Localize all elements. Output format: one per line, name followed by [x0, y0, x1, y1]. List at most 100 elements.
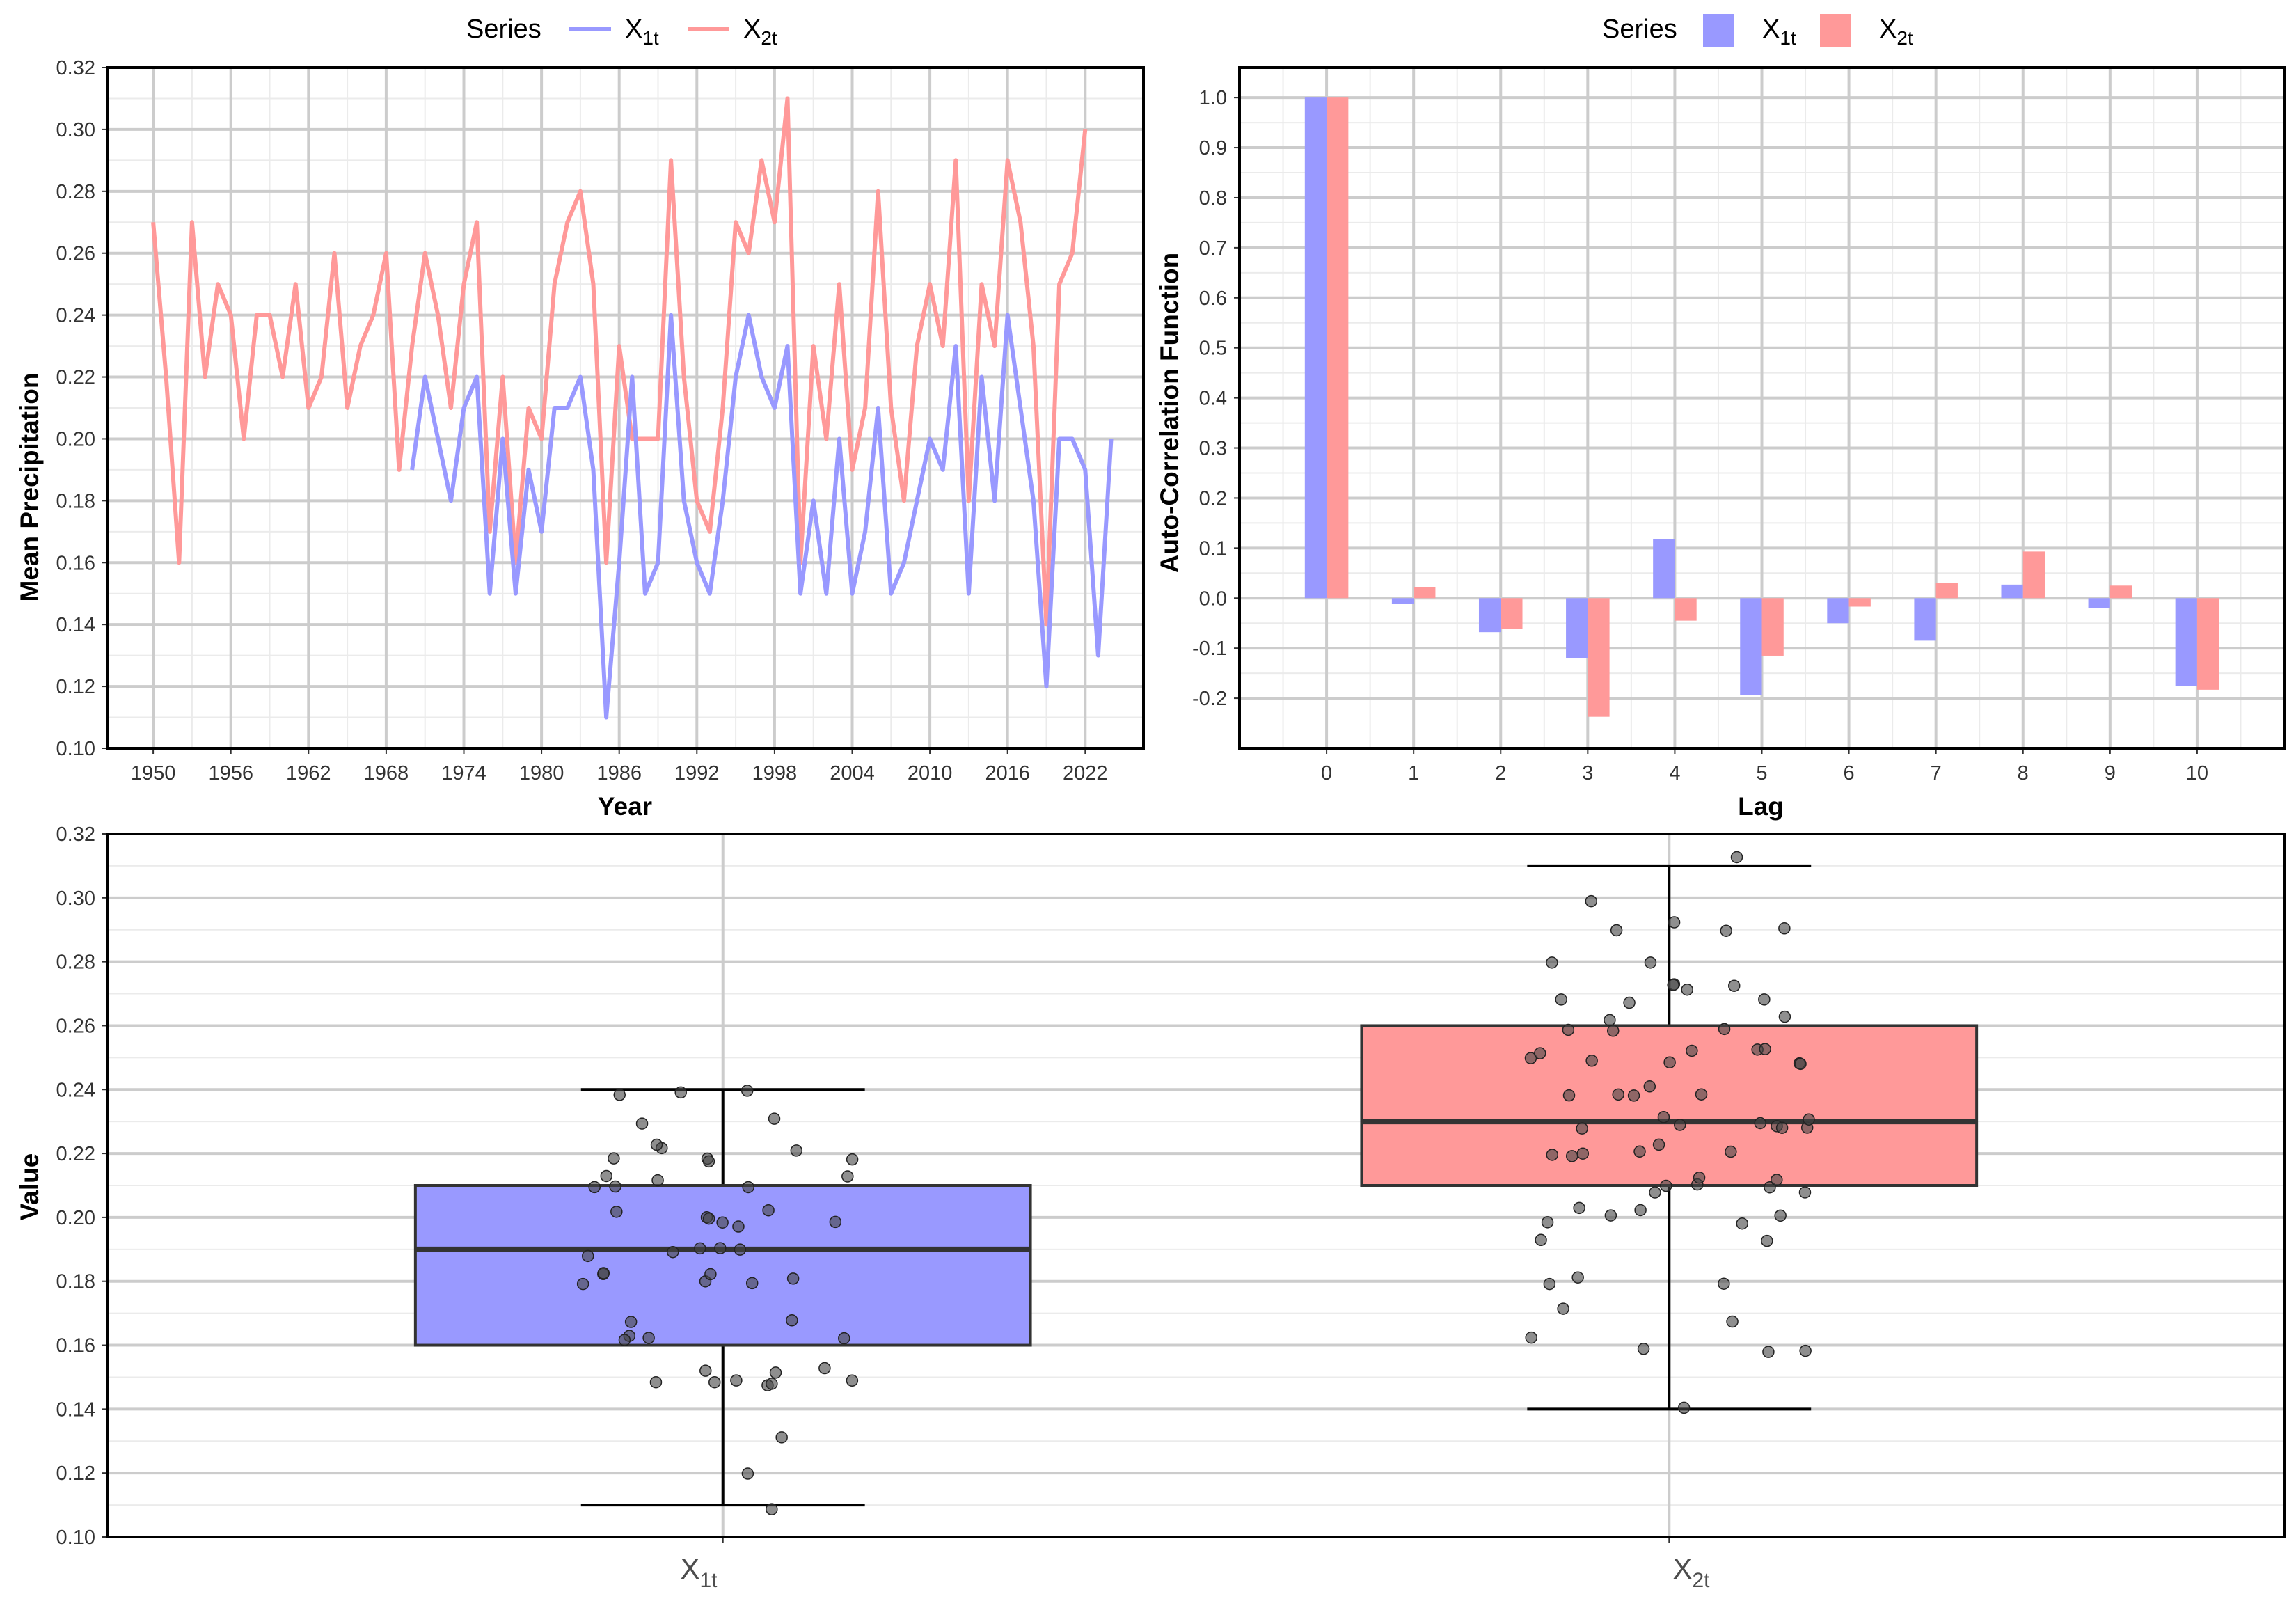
y-tick-label: 0.28 — [56, 181, 95, 203]
observation-point — [1663, 1056, 1676, 1068]
y-tick-label: 0.2 — [1199, 487, 1227, 510]
y-tick-label: 0.6 — [1199, 287, 1227, 310]
y-tick-label: 0.32 — [56, 57, 95, 79]
observation-point — [576, 1277, 589, 1291]
observation-point — [1720, 924, 1732, 937]
observation-point — [667, 1245, 679, 1259]
observation-point — [786, 1314, 798, 1327]
y-tick-label: 0.24 — [56, 1079, 95, 1101]
x-tick-label: 1962 — [286, 762, 331, 784]
observation-point — [610, 1206, 623, 1218]
observation-point — [1637, 1343, 1650, 1355]
y-tick-label: 0.12 — [56, 676, 95, 698]
observation-point — [1726, 1315, 1739, 1328]
x-tick-label: 1974 — [441, 762, 486, 784]
legend-title: Series — [1602, 15, 1677, 44]
y-axis-title-boxplot: Value — [15, 1153, 44, 1221]
x-tick-label: 6 — [1844, 762, 1855, 784]
observation-point — [1693, 1171, 1706, 1184]
y-tick-label: 0.0 — [1199, 587, 1227, 610]
y-tick-label: 0.8 — [1199, 187, 1227, 210]
x-tick-label: 3 — [1582, 762, 1593, 784]
legend-label-x2: X2t — [743, 15, 777, 49]
x-tick-label: 1998 — [752, 762, 798, 784]
observation-point — [1799, 1344, 1812, 1357]
acf-bar-x2t — [2109, 585, 2132, 599]
acf-bar-x1t — [1914, 598, 1936, 641]
observation-point — [786, 1272, 800, 1285]
observation-point — [702, 1155, 715, 1168]
y-tick-label: 0.30 — [56, 888, 95, 910]
category-label-x2: X2t — [1672, 1552, 1710, 1592]
y-tick-label: 0.14 — [56, 614, 95, 636]
plot-frame — [106, 833, 2286, 1538]
observation-point — [708, 1375, 721, 1389]
observation-point — [613, 1089, 626, 1101]
legend-label-x1: X1t — [625, 15, 659, 49]
observation-point — [1736, 1217, 1748, 1230]
acf-bar-x1t — [2088, 598, 2110, 608]
x-tick-label: 2004 — [830, 762, 875, 784]
x-tick-label: 0 — [1321, 762, 1332, 784]
observation-point — [1758, 993, 1771, 1006]
observation-point — [699, 1364, 712, 1377]
legend-title: Series — [466, 15, 541, 44]
plot-frame — [106, 66, 1145, 750]
x-tick-label: 10 — [2186, 762, 2208, 784]
observation-point — [674, 1086, 687, 1099]
x-tick-label: 1968 — [364, 762, 409, 784]
y-tick-label: 0.10 — [56, 1527, 95, 1549]
observation-point — [600, 1169, 613, 1183]
y-tick-label: 0.22 — [56, 1143, 95, 1165]
observation-point — [1657, 1111, 1670, 1123]
acf-bar-x2t — [1848, 598, 1871, 607]
acf-bar-x1t — [1566, 598, 1588, 658]
acf-bar-x2t — [1414, 587, 1436, 599]
y-tick-label: 0.16 — [56, 1335, 95, 1357]
observation-point — [642, 1332, 655, 1344]
y-tick-label: 0.3 — [1199, 438, 1227, 460]
observation-point — [1565, 1150, 1578, 1162]
observation-point — [651, 1174, 664, 1187]
y-tick-label: 0.14 — [56, 1398, 95, 1421]
x-axis-title-timeseries: Year — [598, 792, 652, 821]
acf-bar-x1t — [1827, 598, 1849, 624]
observation-point — [608, 1152, 620, 1165]
legend-key-x2-box — [1820, 14, 1851, 47]
observation-point — [1576, 1122, 1588, 1135]
observation-point — [609, 1180, 621, 1193]
timeseries-panel: 0.10 0.12 0.14 0.16 0.18 0.20 0.22 0.24 0.26 0.28… — [56, 57, 1145, 784]
series-line-x2t — [151, 96, 1088, 627]
observation-point — [1535, 1233, 1547, 1247]
y-tick-label: 0.10 — [56, 738, 95, 760]
observation-point — [1771, 1174, 1783, 1186]
observation-point — [1644, 956, 1657, 969]
observation-point — [1546, 956, 1558, 969]
acf-bar-x1t — [1653, 539, 1675, 599]
observation-point — [1730, 851, 1743, 864]
acf-bar-x2t — [1588, 598, 1610, 717]
y-tick-label: -0.1 — [1192, 638, 1227, 660]
observation-point — [1695, 1088, 1708, 1101]
acf-bar-x1t — [2001, 584, 2023, 599]
x-tick-label: 2010 — [908, 762, 953, 784]
observation-point — [838, 1332, 850, 1345]
y-tick-label: 0.24 — [56, 305, 95, 327]
legend-acf: Series X1t X2t — [1602, 14, 1913, 49]
acf-bar-x1t — [1740, 598, 1762, 695]
x-tick-label: 8 — [2018, 762, 2029, 784]
observation-point — [588, 1181, 601, 1194]
observation-point — [741, 1085, 754, 1097]
observation-point — [768, 1112, 781, 1125]
observation-point — [846, 1153, 859, 1166]
y-tick-label: 0.28 — [56, 952, 95, 974]
observation-point — [1543, 1277, 1556, 1291]
acf-bar-x2t — [1327, 97, 1349, 599]
observation-point — [1524, 1052, 1537, 1064]
observation-point — [1754, 1117, 1766, 1130]
observation-point — [1775, 1121, 1789, 1134]
legend-key-x1-box — [1703, 14, 1734, 47]
series-line-x1t — [410, 313, 1114, 720]
y-tick-label: -0.2 — [1192, 688, 1227, 710]
